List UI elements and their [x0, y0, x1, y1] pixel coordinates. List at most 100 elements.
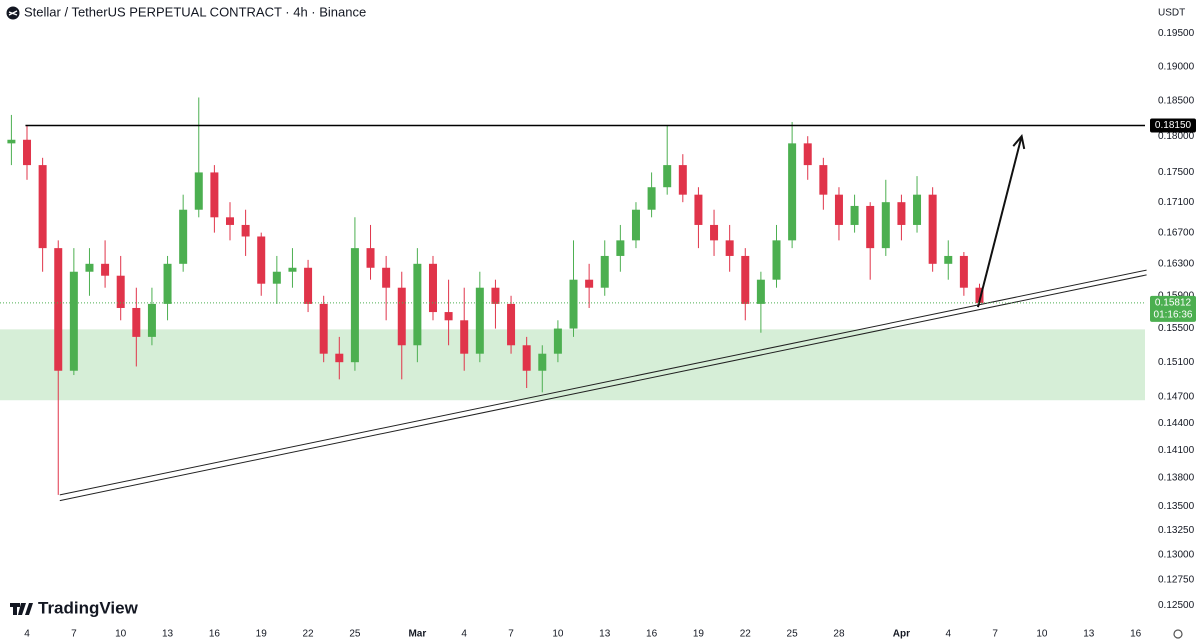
x-tick-label: 4	[945, 629, 951, 640]
candle-body	[116, 275, 125, 308]
resistance-label-bg	[1150, 118, 1196, 133]
y-tick-label: 0.18000	[1158, 131, 1195, 142]
candle-body	[538, 353, 547, 371]
x-tick-label: Mar	[408, 629, 426, 640]
candle-body	[928, 194, 937, 264]
candle-body	[741, 255, 750, 304]
y-tick-label: 0.16700	[1158, 227, 1195, 238]
x-tick-label: 19	[693, 629, 705, 640]
zone-layer	[0, 329, 1145, 401]
candle-body	[834, 194, 843, 225]
candle-body	[678, 165, 687, 195]
candle-body	[38, 165, 47, 249]
x-tick-label: 10	[115, 629, 127, 640]
x-tick-label: Apr	[893, 629, 910, 640]
countdown-label: 01:16:36	[1154, 310, 1193, 321]
candle-body	[304, 267, 313, 304]
x-tick-label: 19	[256, 629, 268, 640]
candle-body	[210, 172, 219, 218]
last-price-label: 0.15812	[1155, 298, 1192, 309]
y-tick-label: 0.13500	[1158, 501, 1195, 512]
y-tick-label: 0.15100	[1158, 357, 1195, 368]
axis-layer: 0.19500 0.19000 0.18500 0.18000 0.17500 0.171…	[24, 28, 1196, 640]
candle-body	[272, 271, 281, 284]
x-tick-label: 13	[599, 629, 611, 640]
settings-icon[interactable]	[1173, 629, 1183, 639]
candle-body	[803, 143, 812, 166]
y-tick-label: 0.12750	[1158, 574, 1195, 585]
candle-body	[944, 255, 953, 264]
candle-body	[428, 263, 437, 313]
brand-name: TradingView	[38, 598, 139, 617]
x-tick-label: 4	[24, 629, 30, 640]
candle-body	[132, 307, 141, 337]
candle-body	[694, 194, 703, 225]
candle-body	[194, 172, 203, 210]
candle-body	[179, 209, 188, 264]
candle-body	[475, 287, 484, 354]
x-tick-label: 16	[209, 629, 221, 640]
candle-body	[772, 240, 781, 280]
candle-body	[522, 345, 531, 371]
candle-body	[225, 217, 234, 225]
plot-layer	[0, 97, 1147, 502]
x-tick-label: 25	[787, 629, 799, 640]
y-tick-label: 0.16300	[1158, 258, 1195, 269]
y-tick-label: 0.13800	[1158, 473, 1195, 484]
candle-body	[54, 248, 63, 371]
y-tick-label: 0.18500	[1158, 96, 1195, 107]
candle-body	[866, 205, 875, 249]
currency-label: USDT	[1158, 8, 1185, 19]
y-tick-label: 0.17500	[1158, 167, 1195, 178]
candle-body	[23, 139, 32, 166]
symbol-icon-mark	[8, 10, 18, 16]
candle-body	[881, 202, 890, 249]
candle-body	[850, 205, 859, 225]
candle-body	[507, 303, 516, 346]
candle-body	[647, 187, 656, 210]
trendline	[59, 269, 1147, 496]
candle-body	[897, 202, 906, 225]
x-tick-label: 10	[552, 629, 564, 640]
y-tick-label: 0.12500	[1158, 600, 1195, 611]
x-tick-label: 25	[349, 629, 361, 640]
candle-body	[288, 267, 297, 272]
candle-body	[147, 303, 156, 337]
y-tick-label: 0.14700	[1158, 391, 1195, 402]
candle-body	[69, 271, 78, 371]
x-tick-label: 7	[71, 629, 77, 640]
x-tick-label: 7	[508, 629, 514, 640]
candle-body	[241, 224, 250, 237]
candle-body	[788, 143, 797, 241]
y-tick-label: 0.13250	[1158, 525, 1195, 536]
candle-body	[553, 328, 562, 354]
candle-body	[710, 224, 719, 241]
candle-body	[491, 287, 500, 304]
x-tick-label: 28	[833, 629, 845, 640]
x-tick-label: 7	[992, 629, 998, 640]
candle-body	[257, 236, 266, 284]
candle-body	[7, 139, 16, 144]
y-tick-label: 0.13000	[1158, 549, 1195, 560]
candle-body	[101, 263, 110, 276]
candle-body	[382, 267, 391, 288]
y-tick-label: 0.15500	[1158, 323, 1195, 334]
candle-body	[819, 165, 828, 195]
projection-arrow	[976, 135, 1023, 308]
y-tick-label: 0.14100	[1158, 445, 1195, 456]
candle-body	[631, 209, 640, 241]
y-tick-label: 0.17100	[1158, 197, 1195, 208]
x-tick-label: 22	[740, 629, 752, 640]
candle-body	[366, 248, 375, 268]
candle-body	[600, 255, 609, 288]
candle-body	[913, 194, 922, 225]
candle-body	[413, 263, 422, 346]
candle-body	[163, 263, 172, 304]
candle-body	[444, 312, 453, 321]
y-tick-label: 0.14400	[1158, 418, 1195, 429]
support-zone	[0, 329, 1145, 401]
candle-body	[350, 248, 359, 363]
